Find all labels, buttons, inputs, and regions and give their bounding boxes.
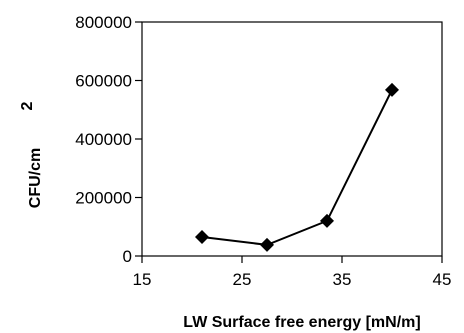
y-axis-title: CFU/cm xyxy=(27,148,44,208)
x-tick-label: 25 xyxy=(233,270,252,289)
y-tick-label: 0 xyxy=(123,247,132,266)
y-tick-label: 200000 xyxy=(75,189,132,208)
series-line xyxy=(201,89,393,246)
y-tick-label: 400000 xyxy=(75,130,132,149)
x-axis-title: LW Surface free energy [mN/m] xyxy=(183,314,420,331)
x-tick-label: 45 xyxy=(433,270,452,289)
series-group xyxy=(195,82,399,252)
x-axis-ticks: 15 25 35 45 xyxy=(133,256,452,289)
y-tick-label: 800000 xyxy=(75,13,132,32)
y-tick-label: 600000 xyxy=(75,72,132,91)
x-tick-label: 15 xyxy=(133,270,152,289)
plot-frame xyxy=(141,21,443,257)
y-axis-title-superscript: 2 xyxy=(19,101,36,110)
data-point-marker xyxy=(385,82,399,97)
data-point-marker xyxy=(320,213,334,228)
y-axis-title-group: CFU/cm xyxy=(27,148,44,208)
x-tick-label: 35 xyxy=(333,270,352,289)
y-axis-ticks: 0 200000 400000 600000 800000 xyxy=(75,13,142,266)
data-point-marker xyxy=(195,229,209,244)
data-point-marker xyxy=(260,237,274,252)
